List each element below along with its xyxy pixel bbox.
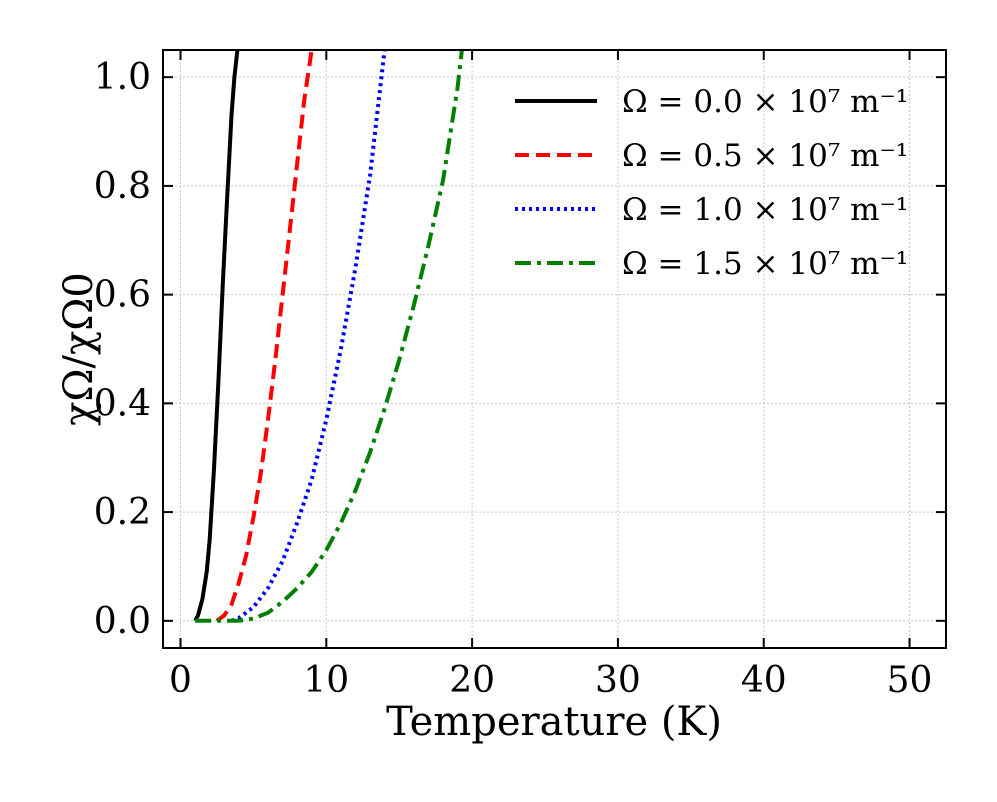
x-tick-label: 40	[741, 660, 787, 701]
x-tick-label: 20	[449, 660, 495, 701]
grid-lines	[163, 50, 946, 648]
y-tick-label: 0.2	[94, 492, 151, 533]
legend-label-0: Ω = 0.0 × 10⁷ m⁻¹	[622, 84, 908, 120]
series-line-3	[195, 50, 464, 623]
x-axis-title: Temperature (K)	[386, 699, 722, 745]
x-tick-label: 10	[303, 660, 349, 701]
x-tick-label: 50	[887, 660, 933, 701]
y-tick-label: 0.4	[94, 383, 151, 424]
y-tick-label: 1.0	[94, 57, 151, 98]
series-lines	[193, 50, 464, 623]
legend-label-2: Ω = 1.0 × 10⁷ m⁻¹	[622, 192, 908, 228]
legend-label-1: Ω = 0.5 × 10⁷ m⁻¹	[622, 138, 908, 174]
axis-ticks	[163, 50, 946, 648]
plot-frame	[162, 49, 947, 649]
y-tick-label: 0.0	[94, 601, 151, 642]
x-tick-labels: 0 10 20 30 40 50	[169, 660, 932, 701]
series-line-1	[215, 50, 314, 623]
y-tick-label: 0.6	[94, 275, 151, 316]
y-tick-label: 0.8	[94, 166, 151, 207]
y-tick-labels: 0.0 0.2 0.4 0.6 0.8 1.0	[94, 57, 151, 642]
x-tick-label: 30	[595, 660, 641, 701]
series-line-2	[230, 50, 387, 623]
y-axis-title: χΩ/χΩ0	[56, 272, 102, 426]
legend: Ω = 0.0 × 10⁷ m⁻¹ Ω = 0.5 × 10⁷ m⁻¹ Ω = 1.…	[515, 84, 908, 282]
legend-label-3: Ω = 1.5 × 10⁷ m⁻¹	[622, 246, 908, 282]
series-line-0	[193, 50, 240, 622]
x-tick-label: 0	[169, 660, 192, 701]
